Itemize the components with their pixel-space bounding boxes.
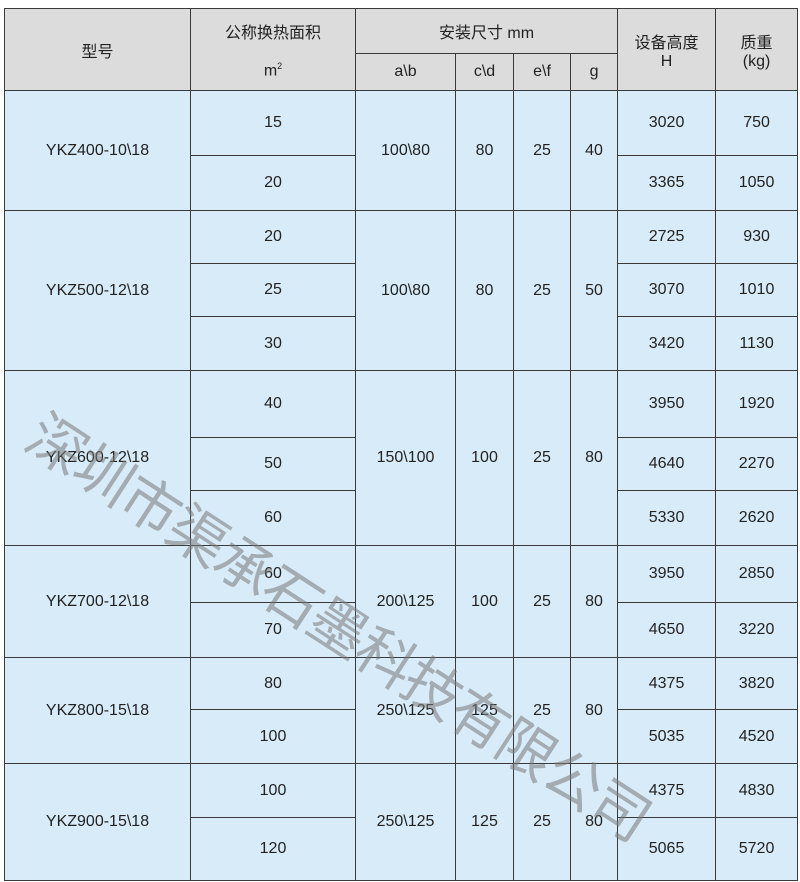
header-weight: 质重 (kg) (715, 8, 799, 91)
table-row: YKZ700-12\18 60 200\125 100 25 80 3950 2850 (4, 545, 799, 658)
g-cell: 40 (569, 90, 619, 211)
weight-cell: 1050 (715, 155, 799, 211)
weight-cell: 1010 (715, 263, 799, 317)
model-cell: YKZ900-15\18 (4, 763, 191, 881)
model-cell: YKZ800-15\18 (4, 657, 191, 764)
model-cell: YKZ400-10\18 (4, 90, 191, 211)
table-row: 70 4650 3220 (5, 602, 799, 658)
weight-cell: 930 (715, 210, 799, 264)
height-cell: 4375 (617, 763, 717, 818)
height-cell: 5065 (617, 817, 717, 881)
ab-cell: 150\100 (355, 370, 456, 546)
area-cell: 100 (190, 763, 356, 818)
height-cell: 3020 (617, 90, 717, 156)
cd-cell: 100 (455, 545, 514, 658)
model-cell: YKZ700-12\18 (4, 545, 191, 658)
header-ef: e\f (513, 53, 571, 91)
model-cell: YKZ500-12\18 (4, 210, 191, 371)
table-body: YKZ400-10\18 15 100\80 80 25 40 3020 750 20 3365 1… (4, 90, 799, 881)
header-cd: c\d (455, 53, 514, 91)
height-cell: 4650 (617, 602, 717, 658)
height-cell: 3950 (617, 370, 717, 438)
ef-cell: 25 (513, 657, 571, 764)
height-cell: 3070 (617, 263, 717, 317)
table-row: 60 5330 2620 (5, 490, 799, 546)
weight-cell: 5720 (715, 817, 799, 881)
area-cell: 30 (190, 316, 356, 371)
table-row: YKZ800-15\18 80 250\125 125 25 80 4375 3820 (4, 657, 799, 764)
area-cell: 120 (190, 817, 356, 881)
weight-cell: 1920 (715, 370, 799, 438)
area-cell: 60 (190, 490, 356, 546)
weight-cell: 1130 (715, 316, 799, 371)
weight-cell: 3220 (715, 602, 799, 658)
ef-cell: 25 (513, 545, 571, 658)
header-area: 公称换热面积 m2 (190, 8, 356, 91)
table-row: YKZ400-10\18 15 100\80 80 25 40 3020 750 (4, 90, 799, 211)
height-cell: 4640 (617, 437, 717, 491)
area-cell: 15 (190, 90, 356, 156)
g-cell: 80 (569, 545, 619, 658)
ab-cell: 250\125 (355, 657, 456, 764)
ef-cell: 25 (513, 763, 571, 881)
weight-cell: 2620 (715, 490, 799, 546)
weight-cell: 3820 (715, 657, 799, 710)
header-ab: a\b (355, 53, 456, 91)
table-row: 120 5065 5720 (5, 817, 799, 881)
area-cell: 60 (190, 545, 356, 603)
area-cell: 20 (190, 210, 356, 264)
height-cell: 3365 (617, 155, 717, 211)
area-cell: 20 (190, 155, 356, 211)
height-cell: 3420 (617, 316, 717, 371)
cd-cell: 100 (455, 370, 514, 546)
weight-cell: 4830 (715, 763, 799, 818)
g-cell: 80 (569, 657, 619, 764)
height-cell: 5330 (617, 490, 717, 546)
weight-cell: 2850 (715, 545, 799, 603)
ab-cell: 100\80 (355, 210, 456, 371)
height-cell: 4375 (617, 657, 717, 710)
weight-cell: 2270 (715, 437, 799, 491)
area-cell: 70 (190, 602, 356, 658)
spec-table: 型号 公称换热面积 m2 安装尺寸 mm 设备高度 H 质重 (kg) a\b c\d… (4, 8, 799, 881)
ef-cell: 25 (513, 90, 571, 211)
weight-cell: 4520 (715, 709, 799, 764)
table-row: 30 3420 1130 (5, 316, 799, 371)
ab-cell: 100\80 (355, 90, 456, 211)
height-cell: 5035 (617, 709, 717, 764)
height-cell: 2725 (617, 210, 717, 264)
table-row: 50 4640 2270 (5, 437, 799, 491)
g-cell: 50 (569, 210, 619, 371)
area-cell: 50 (190, 437, 356, 491)
table-row: 20 3365 1050 (5, 155, 799, 211)
weight-cell: 750 (715, 90, 799, 156)
header-g: g (569, 53, 619, 91)
ab-cell: 200\125 (355, 545, 456, 658)
table-row: YKZ600-12\18 40 150\100 100 25 80 3950 1920 (4, 370, 799, 546)
area-cell: 80 (190, 657, 356, 710)
model-cell: YKZ600-12\18 (4, 370, 191, 546)
header-model: 型号 (4, 8, 191, 91)
header-install-size: 安装尺寸 mm (354, 8, 619, 54)
table-row: YKZ900-15\18 100 250\125 125 25 80 4375 4830 (4, 763, 799, 881)
cd-cell: 80 (455, 90, 514, 211)
ef-cell: 25 (513, 210, 571, 371)
g-cell: 80 (569, 763, 619, 881)
cd-cell: 125 (455, 657, 514, 764)
table-row: YKZ500-12\18 20 100\80 80 25 50 2725 930 (4, 210, 799, 371)
cd-cell: 80 (455, 210, 514, 371)
cd-cell: 125 (455, 763, 514, 881)
height-cell: 3950 (617, 545, 717, 603)
area-cell: 100 (190, 709, 356, 764)
ef-cell: 25 (513, 370, 571, 546)
header-height: 设备高度 H (617, 8, 717, 91)
area-cell: 40 (190, 370, 356, 438)
table-row: 25 3070 1010 (5, 263, 799, 317)
area-cell: 25 (190, 263, 356, 317)
g-cell: 80 (569, 370, 619, 546)
table-row: 100 5035 4520 (5, 709, 799, 764)
ab-cell: 250\125 (355, 763, 456, 881)
